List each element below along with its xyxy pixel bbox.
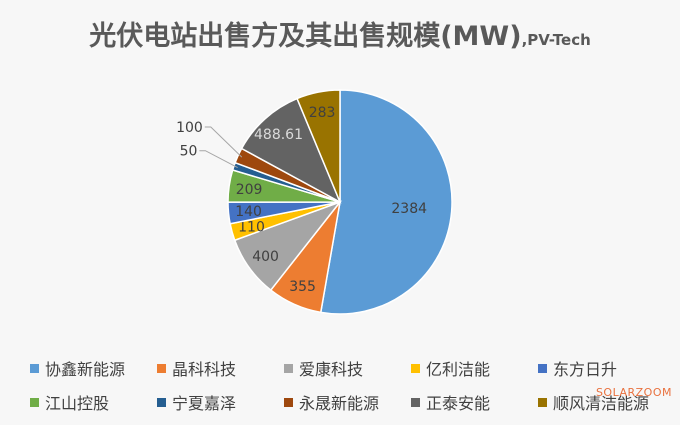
slice-data-label: 209 xyxy=(236,182,263,198)
watermark: SOLARZOOM xyxy=(595,386,672,399)
legend-swatch xyxy=(157,397,166,407)
slice-data-label: 140 xyxy=(235,204,262,220)
slice-data-label: 50 xyxy=(180,144,198,160)
legend-swatch xyxy=(411,397,420,407)
legend-swatch xyxy=(411,363,420,373)
legend-row-2: 江山控股 宁夏嘉泽 永晟新能源 正泰安能 顺风清洁能源 xyxy=(30,390,670,414)
slice-data-label: 110 xyxy=(238,220,265,236)
legend-swatch xyxy=(157,363,166,373)
legend-item: 永晟新能源 xyxy=(284,390,411,414)
legend-row-1: 协鑫新能源 晶科科技 爱康科技 亿利洁能 东方日升 xyxy=(30,356,670,380)
slice-data-label: 355 xyxy=(289,279,316,295)
legend-label: 宁夏嘉泽 xyxy=(172,394,237,413)
legend-item: 晶科科技 xyxy=(157,356,284,380)
legend-label: 永晟新能源 xyxy=(299,394,380,413)
legend-item: 爱康科技 xyxy=(284,356,411,380)
slice-data-label: 400 xyxy=(252,249,279,265)
legend-swatch xyxy=(538,363,547,373)
legend-swatch xyxy=(284,363,293,373)
legend-label: 亿利洁能 xyxy=(426,360,491,379)
legend-item: 顺风清洁能源 xyxy=(538,390,665,414)
legend-label: 爱康科技 xyxy=(299,360,364,379)
legend-label: 东方日升 xyxy=(553,360,618,379)
leader-line xyxy=(199,150,238,169)
chart-title: 光伏电站出售方及其出售规模(MW),PV-Tech xyxy=(0,14,680,53)
legend-item: 宁夏嘉泽 xyxy=(157,390,284,414)
legend-label: 正泰安能 xyxy=(426,394,491,413)
legend-item: 正泰安能 xyxy=(411,390,538,414)
slice-data-label: 100 xyxy=(176,120,203,136)
slice-data-label: 283 xyxy=(309,105,336,121)
legend-item: 东方日升 xyxy=(538,356,665,380)
legend-item: 协鑫新能源 xyxy=(30,356,157,380)
legend-label: 顺风清洁能源 xyxy=(553,394,650,413)
slice-data-label: 2384 xyxy=(391,201,427,217)
legend-label: 协鑫新能源 xyxy=(45,360,126,379)
legend-label: 晶科科技 xyxy=(172,360,237,379)
leader-line xyxy=(204,126,243,158)
chart-subtitle-text: ,PV-Tech xyxy=(521,31,591,49)
pie-slice xyxy=(240,97,342,204)
pie-slice xyxy=(319,89,453,315)
legend-swatch xyxy=(30,397,39,407)
legend-label: 江山控股 xyxy=(45,394,110,413)
legend-swatch xyxy=(30,363,39,373)
slice-data-label: 488.61 xyxy=(254,127,303,143)
legend-item: 江山控股 xyxy=(30,390,157,414)
legend-swatch xyxy=(284,397,293,407)
chart-title-text: 光伏电站出售方及其出售规模(MW) xyxy=(89,21,522,52)
pie-slice xyxy=(296,89,341,203)
legend-swatch xyxy=(538,397,547,407)
legend-item: 亿利洁能 xyxy=(411,356,538,380)
